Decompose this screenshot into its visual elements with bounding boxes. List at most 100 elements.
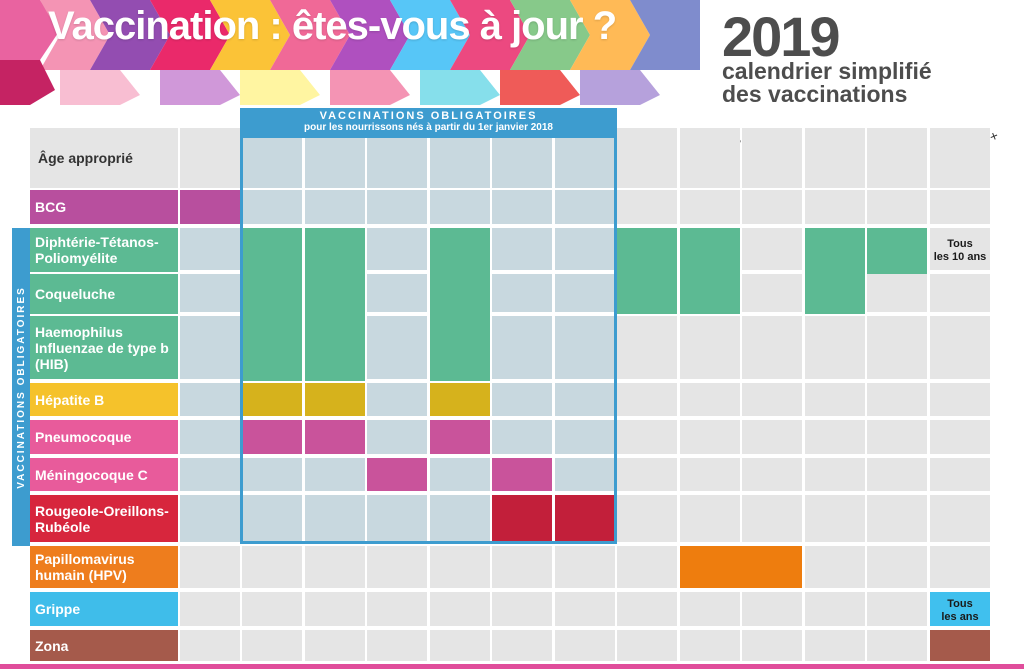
obligatory-band-title: VACCINATIONS OBLIGATOIRES [319,110,538,122]
table-cell [742,630,802,661]
table-cell [617,630,677,661]
dtp-65-note: Tous les 10 ans [930,238,990,264]
table-cell [305,190,365,224]
dtp-hib-dose-cell [305,228,365,381]
row-label-line: Diphtérie-Tétanos- [35,234,159,250]
ror-dose-cell [555,495,615,542]
row-label-line: Poliomyélite [35,250,118,266]
row-label-line: Haemophilus [35,323,123,340]
table-cell [242,190,302,224]
table-cell [430,630,490,661]
table-cell [680,630,740,661]
table-cell [555,190,615,224]
table-cell [367,592,427,626]
table-cell [805,420,865,454]
table-cell [180,316,240,379]
bcg-dose-cell [180,190,240,224]
row-label: Zona [30,630,178,661]
table-cell [742,420,802,454]
table-cell [492,228,552,270]
row-label-line: Influenzae de type b [35,339,169,356]
table-cell [742,274,802,312]
side-obligatory-label: VACCINATIONS OBLIGATOIRES [15,285,27,489]
table-cell [742,495,802,542]
meningo-dose-cell [492,458,552,491]
table-cell [867,420,927,454]
table-cell [555,546,615,588]
table-cell [930,546,990,588]
hepb-dose-cell [242,383,302,416]
table-cell [430,592,490,626]
table-cell [742,458,802,491]
row-label-line: humain (HPV) [35,567,127,583]
table-cell [867,190,927,224]
table-cell [492,420,552,454]
table-cell [680,383,740,416]
table-cell [367,546,427,588]
column-header-cell [492,128,552,188]
row-label-text: Hépatite B [35,391,105,408]
table-cell [430,190,490,224]
table-cell [180,420,240,454]
subtitle: calendrier simplifié des vaccinations [722,60,932,106]
bottom-accent-line [0,664,1024,669]
table-cell [430,458,490,491]
column-header-cell [242,128,302,188]
table-cell [805,495,865,542]
table-cell [555,274,615,312]
row-label: BCG [30,190,178,224]
dtp-booster-cell [805,228,865,314]
dtp-booster-cell [867,228,927,274]
table-cell [180,546,240,588]
table-cell [555,316,615,379]
subtitle-line-1: calendrier simplifié [722,58,932,84]
zona-dose-cell [930,630,990,661]
table-cell [742,228,802,270]
row-label-line: (HIB) [35,355,69,372]
table-cell [680,495,740,542]
table-cell [242,630,302,661]
table-cell [805,383,865,416]
flu-dose-cell [930,592,990,626]
row-label: Coqueluche [30,274,178,314]
column-header-cell [742,128,802,188]
ror-dose-cell [492,495,552,542]
table-cell [492,546,552,588]
table-cell [242,458,302,491]
table-cell [180,383,240,416]
table-cell [867,630,927,661]
age-header-cell [30,128,178,188]
table-cell [680,592,740,626]
table-cell [617,495,677,542]
table-cell [930,316,990,379]
table-cell [305,546,365,588]
table-cell [367,495,427,542]
note-line: les ans [941,611,979,623]
table-cell [617,592,677,626]
table-cell [305,458,365,491]
table-cell [555,383,615,416]
column-header-cell [930,128,990,188]
row-label: Haemophilus Influenzae de type b (HIB) [30,316,178,379]
side-obligatory-label-wrap: VACCINATIONS OBLIGATOIRES [12,228,30,546]
table-cell [180,495,240,542]
page-title: Vaccination : êtes-vous à jour ? [48,4,617,48]
dtp-booster-cell [617,228,677,314]
table-cell [805,546,865,588]
subtitle-line-2: des vaccinations [722,81,908,107]
table-cell [680,458,740,491]
row-label: Pneumocoque [30,420,178,454]
table-cell [305,592,365,626]
table-cell [867,546,927,588]
side-obligatory-bar [12,228,30,546]
table-cell [180,592,240,626]
table-cell [367,316,427,379]
year-label: 2019 [722,5,841,68]
column-header-cell [367,128,427,188]
table-cell [555,228,615,270]
table-cell [430,495,490,542]
pneumo-dose-cell [242,420,302,454]
table-cell [617,383,677,416]
row-label-text: Coqueluche [35,286,116,302]
table-cell [617,458,677,491]
